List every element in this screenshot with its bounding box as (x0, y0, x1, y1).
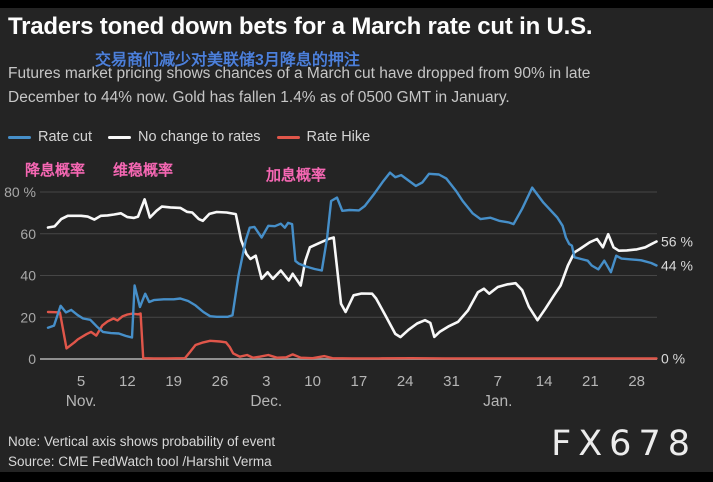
no-change-swatch-icon (108, 135, 131, 139)
chart-note: Note: Vertical axis shows probability of… (8, 434, 276, 449)
annotation-rate-cut-chinese: 降息概率 (25, 162, 86, 179)
fx678-watermark: FX678 (551, 424, 697, 464)
title-annotation-chinese: 交易商们减少对美联储3月降息的押注 (95, 52, 360, 69)
legend-item-rate-hike: Rate Hike (276, 129, 371, 145)
annotation-no-change-chinese: 维稳概率 (113, 162, 174, 179)
rate-hike-swatch-icon (276, 135, 300, 139)
page-title: Traders toned down bets for a March rate… (8, 13, 593, 40)
legend-label: Rate Hike (306, 129, 371, 145)
annotation-rate-hike-chinese: 加息概率 (266, 167, 327, 184)
legend-item-rate-cut: Rate cut (8, 129, 92, 145)
chart-source: Source: CME FedWatch tool /Harshit Verma (8, 454, 272, 469)
rate-cut-swatch-icon (8, 135, 31, 139)
legend-label: Rate cut (38, 129, 92, 145)
legend: Rate cut No change to rates Rate Hike (8, 129, 370, 145)
chart-subtitle: Futures market pricing shows chances of … (8, 65, 591, 107)
legend-item-no-change: No change to rates (108, 129, 261, 145)
legend-label: No change to rates (138, 129, 261, 145)
